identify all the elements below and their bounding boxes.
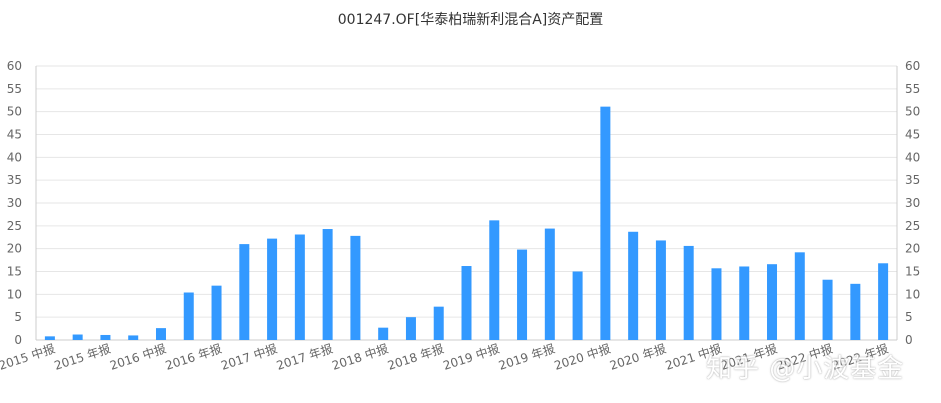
bar[interactable]: [683, 245, 694, 340]
bar[interactable]: [44, 336, 55, 340]
bar[interactable]: [72, 334, 83, 340]
y2-tick-label: 35: [905, 173, 920, 187]
y-tick-label: 20: [7, 242, 22, 256]
y-tick-label: 60: [7, 59, 22, 73]
x-tick-label: 2019 中报: [441, 341, 501, 373]
x-tick-label: 2018 年报: [386, 341, 446, 373]
y-tick-label: 15: [7, 265, 22, 279]
y-axis-right: 0 5 10 15 20 25 30 35 40 45 50 55 60: [905, 59, 920, 347]
y2-tick-label: 45: [905, 128, 920, 142]
bar[interactable]: [378, 327, 389, 340]
y2-tick-label: 10: [905, 287, 920, 301]
y2-tick-label: 20: [905, 242, 920, 256]
bar[interactable]: [405, 317, 416, 340]
bar[interactable]: [239, 244, 250, 340]
bar[interactable]: [128, 335, 139, 340]
bar[interactable]: [211, 285, 222, 340]
x-tick-label: 2020 年报: [608, 341, 668, 373]
bar[interactable]: [572, 271, 583, 341]
y-tick-label: 45: [7, 128, 22, 142]
bar[interactable]: [350, 235, 361, 340]
y2-tick-label: 50: [905, 105, 920, 119]
y2-tick-label: 55: [905, 82, 920, 96]
bar[interactable]: [822, 279, 833, 340]
y2-tick-label: 25: [905, 219, 920, 233]
x-tick-label: 2017 中报: [219, 341, 279, 373]
y-tick-label: 55: [7, 82, 22, 96]
watermark: 知乎 @小波基金: [706, 354, 905, 384]
y2-tick-label: 60: [905, 59, 920, 73]
x-tick-label: 2018 中报: [330, 341, 390, 373]
y2-tick-label: 0: [905, 333, 913, 347]
y-axis-left: 0 5 10 15 20 25 30 35 40 45 50 55 60: [7, 59, 22, 347]
y-tick-label: 35: [7, 173, 22, 187]
x-tick-label: 2015 中报: [0, 341, 57, 373]
x-tick-label: 2015 年报: [52, 341, 112, 373]
bar[interactable]: [183, 292, 194, 340]
bar[interactable]: [878, 263, 889, 340]
y-tick-label: 25: [7, 219, 22, 233]
bar[interactable]: [461, 266, 472, 340]
bar[interactable]: [100, 334, 111, 340]
bar[interactable]: [600, 106, 611, 340]
bar[interactable]: [294, 234, 305, 340]
bar[interactable]: [155, 328, 166, 340]
bar[interactable]: [322, 229, 333, 340]
x-tick-label: 2016 年报: [163, 341, 223, 373]
bar[interactable]: [767, 264, 778, 340]
bar[interactable]: [544, 228, 555, 340]
bar[interactable]: [655, 240, 666, 340]
bar[interactable]: [517, 249, 528, 340]
y-tick-label: 10: [7, 287, 22, 301]
x-tick-label: 2016 中报: [108, 341, 168, 373]
bar[interactable]: [489, 220, 500, 340]
x-tick-label: 2017 年报: [274, 341, 334, 373]
y-tick-label: 40: [7, 150, 22, 164]
y2-tick-label: 40: [905, 150, 920, 164]
bar[interactable]: [433, 306, 444, 340]
y-tick-label: 0: [14, 333, 22, 347]
y-tick-label: 30: [7, 196, 22, 210]
bars: [44, 106, 889, 341]
bar[interactable]: [850, 283, 861, 340]
y2-tick-label: 5: [905, 310, 913, 324]
y-tick-label: 50: [7, 105, 22, 119]
x-tick-label: 2020 中报: [552, 341, 612, 373]
y-tick-label: 5: [14, 310, 22, 324]
bar[interactable]: [267, 238, 278, 340]
x-tick-label: 2019 年报: [497, 341, 557, 373]
chart-title: 001247.OF[华泰柏瑞新利混合A]资产配置: [337, 12, 604, 28]
bar[interactable]: [711, 268, 722, 340]
bar[interactable]: [794, 252, 805, 340]
y2-tick-label: 15: [905, 265, 920, 279]
bar[interactable]: [628, 231, 639, 340]
y2-tick-label: 30: [905, 196, 920, 210]
bar[interactable]: [739, 266, 750, 340]
